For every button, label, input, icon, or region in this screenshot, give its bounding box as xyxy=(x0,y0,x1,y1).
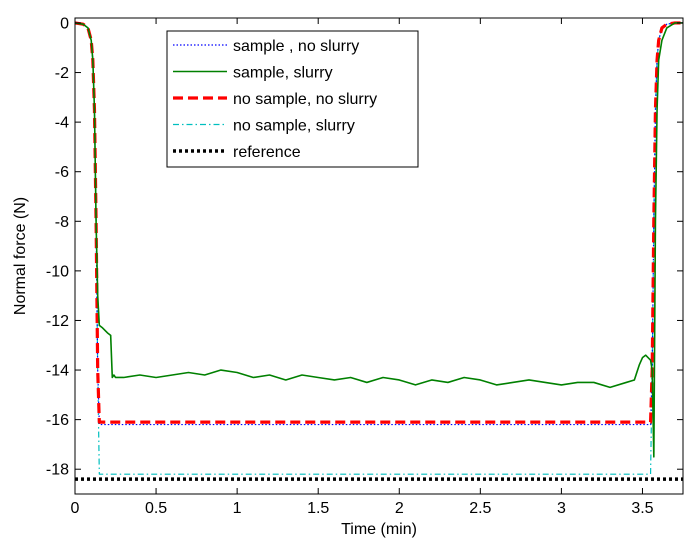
x-tick-label: 3 xyxy=(557,500,566,517)
legend-label: sample, slurry xyxy=(233,65,333,82)
y-tick-label: -2 xyxy=(55,65,69,82)
series-line-sample-slurry xyxy=(74,22,683,458)
x-tick-label: 2 xyxy=(395,500,404,517)
series-line-sample-no-slurry xyxy=(74,22,683,426)
x-tick-label: 2.5 xyxy=(469,500,491,517)
plot-frame xyxy=(74,17,684,495)
y-tick-label: -4 xyxy=(55,115,69,132)
y-tick-label: -10 xyxy=(46,263,69,280)
y-tick-label: -12 xyxy=(46,313,69,330)
y-axis-label: Normal force (N) xyxy=(12,197,29,315)
y-tick-label: -6 xyxy=(55,164,69,181)
x-tick-label: 0.5 xyxy=(145,500,167,517)
legend-label: no sample, no slurry xyxy=(233,91,377,108)
y-tick-label: -8 xyxy=(55,214,69,231)
x-axis-ticks: 0 0.5 1 1.5 2 2.5 3 3.5 xyxy=(71,18,654,517)
x-tick-label: 1 xyxy=(233,500,242,517)
series-line-no-sample-no-slurry xyxy=(74,21,683,424)
y-tick-label: 0 xyxy=(60,15,69,32)
legend: sample , no slurry sample, slurry no sampl… xyxy=(166,30,419,168)
x-tick-label: 0 xyxy=(71,500,80,517)
x-axis-label: Time (min) xyxy=(341,521,417,538)
legend-label: sample , no slurry xyxy=(233,38,359,55)
y-axis-ticks: 0 -2 -4 -6 -8 -10 -12 -14 -16 -18 xyxy=(46,15,683,479)
x-tick-label: 3.5 xyxy=(631,500,653,517)
y-tick-label: -14 xyxy=(46,363,69,380)
x-tick-label: 1.5 xyxy=(307,500,329,517)
plot-series xyxy=(74,21,683,481)
legend-label: no sample, slurry xyxy=(233,118,355,135)
y-tick-label: -16 xyxy=(46,412,69,429)
legend-label: reference xyxy=(233,144,301,161)
y-tick-label: -18 xyxy=(46,462,69,479)
